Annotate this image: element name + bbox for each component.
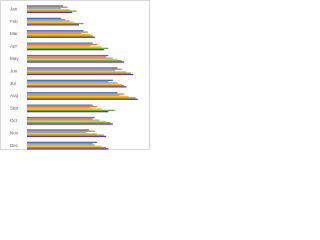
bar <box>27 98 138 100</box>
bar <box>27 148 109 150</box>
y-tick-label: Feb <box>10 19 18 24</box>
bar <box>27 10 77 12</box>
bar <box>27 133 98 135</box>
bar <box>27 5 64 7</box>
y-tick-label: Jan <box>10 6 18 11</box>
y-tick-label: Aug <box>10 93 19 98</box>
bar <box>27 107 91 109</box>
bar <box>27 123 113 125</box>
y-tick-label: Nov <box>10 130 19 135</box>
chart: Jan Feb Mar Apr May Jun Jul Aug Sep Oct Nov Dec <box>0 0 150 150</box>
y-tick-label: Oct <box>10 118 18 123</box>
bar <box>27 141 98 143</box>
y-tick-label: Apr <box>10 44 18 49</box>
y-tick-label: May <box>10 56 19 61</box>
bar <box>27 104 93 106</box>
bar <box>27 83 122 85</box>
bar <box>27 135 107 138</box>
bar <box>27 134 104 136</box>
bar <box>27 97 136 99</box>
bar <box>27 42 93 44</box>
bar <box>27 47 109 49</box>
bar <box>27 20 70 22</box>
bar <box>27 49 104 51</box>
bar <box>27 60 122 62</box>
bar <box>27 96 129 98</box>
y-tick-label: Jun <box>10 68 18 73</box>
bar <box>27 120 107 123</box>
bar <box>27 92 118 94</box>
bar <box>27 108 102 110</box>
bar <box>27 61 125 63</box>
bar <box>27 67 118 69</box>
bar <box>27 144 95 146</box>
bar <box>27 36 95 38</box>
bar <box>27 30 84 32</box>
y-tick-label: Jul <box>10 81 16 86</box>
bar <box>27 21 75 23</box>
bar <box>27 31 89 33</box>
bar <box>27 68 122 70</box>
bar <box>27 11 73 14</box>
bar <box>27 69 116 72</box>
bar <box>27 6 68 8</box>
bar <box>27 131 86 134</box>
bar <box>27 122 111 124</box>
bar <box>27 109 116 111</box>
bar <box>27 94 120 96</box>
bar <box>27 130 95 132</box>
bar <box>27 81 109 83</box>
bar <box>27 73 134 76</box>
y-tick-label: Sep <box>10 106 19 111</box>
bar <box>27 93 125 95</box>
bar <box>27 129 90 131</box>
bar <box>27 71 127 73</box>
bar <box>27 9 70 11</box>
bar <box>27 72 131 74</box>
bar <box>27 32 82 34</box>
bar <box>27 19 66 21</box>
bar <box>27 46 102 48</box>
bar <box>27 24 79 26</box>
bar <box>27 34 91 36</box>
bar <box>27 35 93 37</box>
bar <box>27 143 93 145</box>
bar <box>27 86 127 88</box>
bar <box>27 22 84 25</box>
bar <box>27 119 100 121</box>
bar <box>27 111 109 113</box>
bar <box>27 57 113 59</box>
bar <box>27 105 98 108</box>
bar <box>27 43 98 46</box>
bar <box>27 56 107 58</box>
bar <box>27 116 95 119</box>
bar <box>27 145 102 147</box>
y-tick-label: Mar <box>10 31 18 36</box>
bar <box>27 118 93 120</box>
bar <box>27 45 91 47</box>
bar <box>27 146 107 149</box>
bar <box>27 54 109 57</box>
bar <box>27 84 125 87</box>
bar <box>27 7 61 10</box>
bar <box>27 79 113 81</box>
bar <box>27 58 118 61</box>
bar <box>27 82 118 84</box>
y-tick-label: Dec <box>10 143 19 148</box>
bar <box>27 17 61 19</box>
